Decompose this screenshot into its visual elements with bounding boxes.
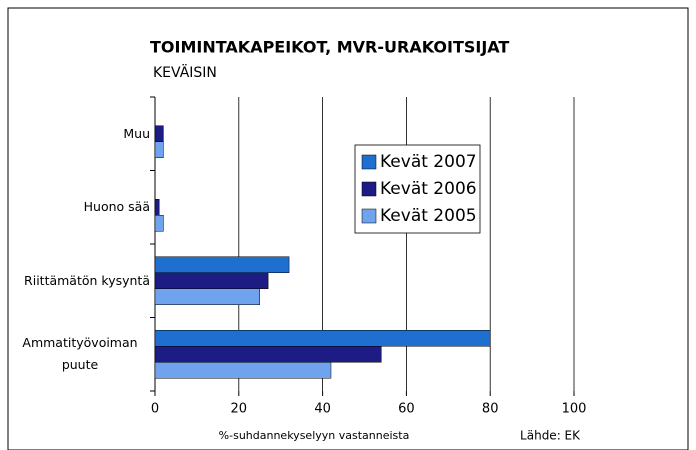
frame — [7, 7, 689, 450]
x-tick-label: 0 — [151, 402, 159, 417]
x-tick-label: 20 — [231, 402, 248, 417]
source: Lähde: EK — [520, 429, 581, 443]
x-tick-label: 100 — [562, 402, 587, 417]
legend-label: Kevät 2005 — [380, 206, 477, 226]
legend-swatch — [361, 208, 377, 224]
chart-subtitle: KEVÄISIN — [153, 63, 217, 81]
x-tick-label: 60 — [398, 402, 415, 417]
bar — [154, 272, 269, 289]
legend-label: Kevät 2007 — [380, 152, 477, 172]
y-tick-label: Muu — [0, 123, 150, 145]
y-tick-label-text: Huono sää — [83, 199, 150, 215]
bar — [154, 141, 164, 158]
bar — [154, 125, 164, 142]
bar — [154, 215, 164, 232]
y-tick-label: Ammatityövoiman puute — [0, 332, 150, 376]
x-tick-label: 80 — [482, 402, 499, 417]
bar — [154, 362, 332, 379]
x-axis-label: %-suhdannekyselyyn vastanneista — [219, 429, 410, 442]
bar — [154, 330, 491, 347]
bar — [154, 199, 160, 216]
bar — [154, 288, 260, 305]
chart-title: TOIMINTAKAPEIKOT, MVR-URAKOITSIJAT — [150, 38, 509, 57]
y-tick-label: Riittämätön kysyntä — [0, 270, 150, 292]
legend-swatch — [361, 181, 377, 197]
legend-swatch — [361, 154, 377, 170]
y-tick-label: Huono sää — [0, 196, 150, 218]
bar — [154, 346, 382, 363]
y-tick-label-text: Ammatityövoiman puute — [22, 335, 138, 373]
y-tick-label-text: Muu — [123, 125, 150, 141]
y-tick-label-text: Riittämätön kysyntä — [24, 272, 150, 288]
legend-label: Kevät 2006 — [380, 179, 477, 199]
bar — [154, 256, 290, 273]
x-tick-label: 40 — [314, 402, 331, 417]
